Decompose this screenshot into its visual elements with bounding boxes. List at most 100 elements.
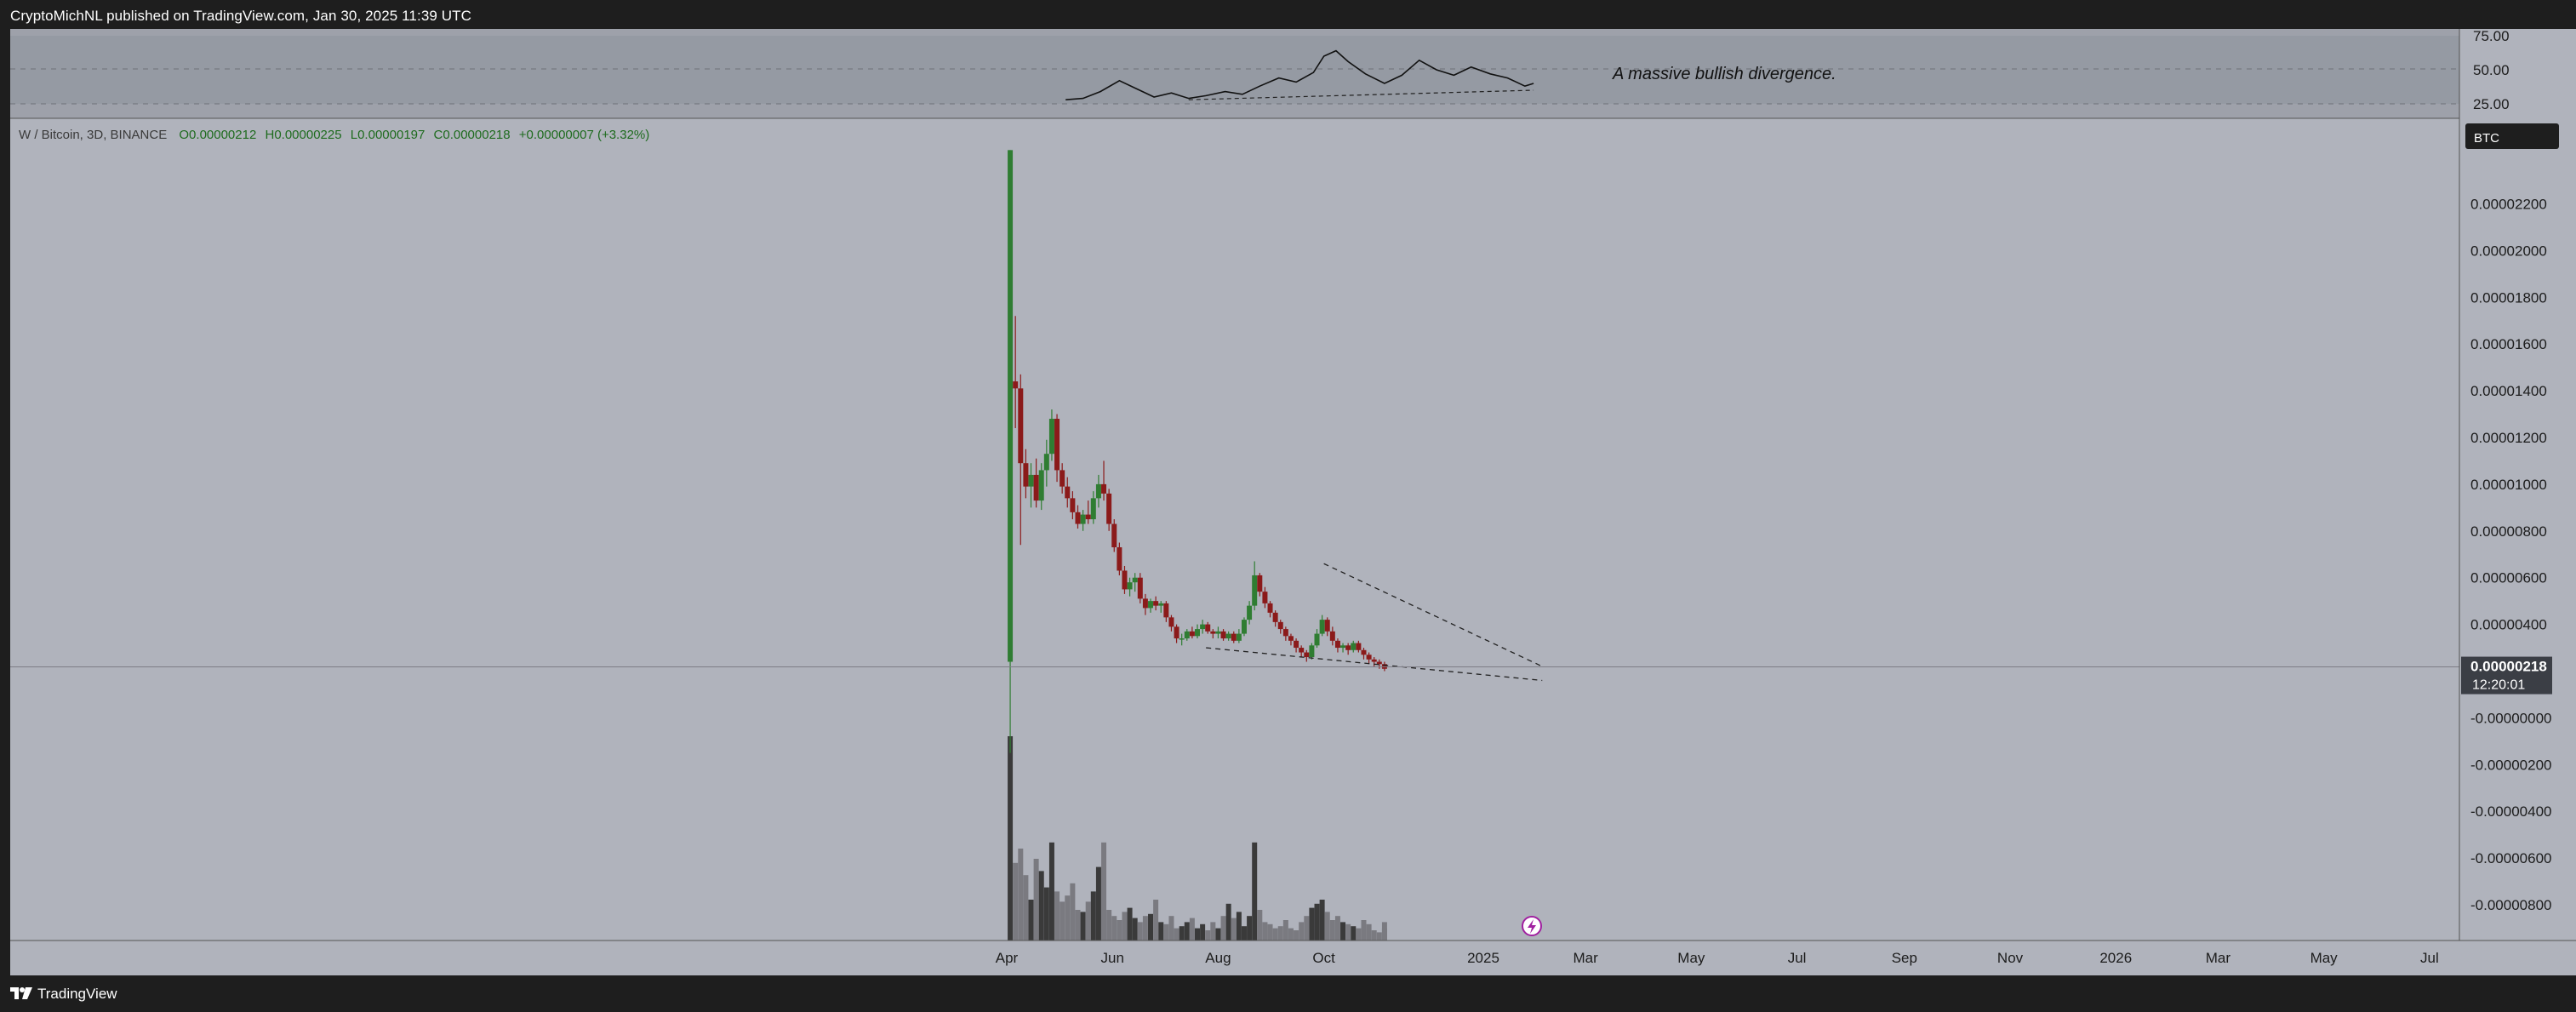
volume-bar xyxy=(1080,912,1086,941)
candle-body xyxy=(1366,655,1372,660)
volume-bar xyxy=(1163,923,1169,941)
oscillator-tick-label: 25.00 xyxy=(2473,96,2510,112)
oscillator-line xyxy=(1065,49,1534,100)
volume-bars xyxy=(1008,736,1387,941)
last-price-tag: 0.00000218 12:20:01 xyxy=(2461,656,2552,695)
trend-lines xyxy=(1206,563,1543,682)
candle-body xyxy=(1309,645,1315,658)
candle-body xyxy=(1060,470,1065,487)
candle-body xyxy=(1299,648,1305,653)
price-tick-label: 0.00001800 xyxy=(2470,289,2547,306)
time-axis[interactable] xyxy=(10,941,2576,975)
candle-body xyxy=(1075,512,1081,524)
last-price-countdown: 12:20:01 xyxy=(2472,678,2525,693)
price-tick-label: -0.00000400 xyxy=(2470,803,2551,820)
volume-bar xyxy=(1345,923,1351,941)
volume-bar xyxy=(1288,928,1294,941)
publisher-header: CryptoMichNL published on TradingView.co… xyxy=(0,0,2576,29)
volume-bar xyxy=(1090,891,1096,941)
volume-bar xyxy=(1200,923,1206,941)
trend-line-lower xyxy=(1206,647,1543,682)
volume-bar xyxy=(1356,928,1362,941)
candle-body xyxy=(1174,626,1179,639)
flash-icon[interactable] xyxy=(1522,916,1542,936)
time-tick-label: Oct xyxy=(1312,950,1335,966)
candle-body xyxy=(1231,633,1237,641)
price-tick-label: 0.00000800 xyxy=(2470,523,2547,540)
candle-body xyxy=(1085,514,1091,520)
legend-open: O0.00000212 xyxy=(179,128,256,142)
candle-body xyxy=(1127,582,1133,590)
candle-body xyxy=(1117,547,1122,571)
time-tick-label: May xyxy=(1677,950,1705,966)
candle-body xyxy=(1153,601,1159,606)
time-tick-label: Nov xyxy=(1997,950,2024,966)
chart-legend: W / Bitcoin, 3D, BINANCE O0.00000212 H0.… xyxy=(19,128,649,142)
symbol-title: W / Bitcoin, 3D, BINANCE xyxy=(19,128,167,142)
candle-body xyxy=(1225,633,1231,639)
volume-bar xyxy=(1028,900,1034,941)
oscillator-axis-ticks: 75.00 50.00 25.00 xyxy=(2473,28,2510,112)
volume-bar xyxy=(1304,916,1310,941)
volume-bar xyxy=(1371,930,1377,941)
volume-bar xyxy=(1189,918,1195,941)
volume-bar xyxy=(1038,871,1044,941)
candle-body xyxy=(1340,645,1346,649)
candle-body xyxy=(1023,463,1029,487)
price-axis[interactable] xyxy=(2459,29,2576,941)
candle-body xyxy=(1210,631,1216,634)
volume-bar xyxy=(1013,862,1019,941)
candle-body xyxy=(1148,601,1154,609)
volume-bar xyxy=(1205,930,1211,941)
candle-body xyxy=(1356,643,1362,650)
volume-bar xyxy=(1158,922,1164,941)
volume-bar xyxy=(1117,920,1122,941)
oscillator-tick-label: 75.00 xyxy=(2473,28,2510,44)
volume-bar xyxy=(1106,910,1112,941)
volume-bar xyxy=(1220,916,1226,941)
volume-bar xyxy=(1262,922,1268,941)
candlestick-series xyxy=(1008,150,1387,753)
candle-body xyxy=(1043,454,1049,471)
candle-body xyxy=(1163,603,1169,618)
time-tick-label: Jun xyxy=(1101,950,1124,966)
btc-scale-badge[interactable] xyxy=(2465,123,2559,149)
price-tick-label: -0.00000000 xyxy=(2470,710,2551,726)
volume-bar xyxy=(1257,910,1263,941)
volume-bar xyxy=(1236,912,1242,941)
volume-bar xyxy=(1361,920,1367,941)
volume-bar xyxy=(1023,875,1029,941)
candle-body xyxy=(1132,577,1138,583)
candle-body xyxy=(1018,388,1024,464)
candle-body xyxy=(1038,470,1044,501)
volume-bar xyxy=(1210,922,1216,941)
candle-body xyxy=(1054,419,1060,471)
legend-low: L0.00000197 xyxy=(351,128,426,142)
candle-body xyxy=(1314,633,1320,646)
volume-bar xyxy=(1122,912,1128,941)
candle-body xyxy=(1205,624,1211,632)
candle-body xyxy=(1122,570,1128,590)
candle-body xyxy=(1324,620,1330,632)
volume-bar xyxy=(1381,922,1387,941)
volume-bar xyxy=(1334,916,1340,941)
candle-body xyxy=(1220,631,1226,639)
volume-bar xyxy=(1018,849,1024,941)
volume-bar xyxy=(1132,918,1138,941)
volume-bar xyxy=(1174,928,1179,941)
candle-body xyxy=(1236,633,1242,641)
candle-body xyxy=(1376,661,1382,665)
time-tick-label: 2026 xyxy=(2099,950,2132,966)
volume-bar xyxy=(1101,842,1107,941)
price-pane xyxy=(10,118,2459,941)
legend-close: C0.00000218 xyxy=(434,128,511,142)
volume-bar xyxy=(1095,866,1101,941)
last-price-value: 0.00000218 xyxy=(2470,659,2547,675)
candle-body xyxy=(1101,483,1107,494)
volume-bar xyxy=(1043,887,1049,941)
time-tick-label: Jul xyxy=(2420,950,2439,966)
candle-body xyxy=(1179,638,1185,640)
candle-body xyxy=(1200,624,1206,630)
oscillator-tick-label: 50.00 xyxy=(2473,62,2510,78)
